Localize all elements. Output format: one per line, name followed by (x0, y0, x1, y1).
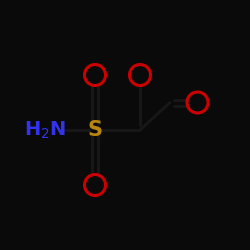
Text: S: S (88, 120, 102, 140)
Text: H$_2$N: H$_2$N (24, 119, 66, 141)
